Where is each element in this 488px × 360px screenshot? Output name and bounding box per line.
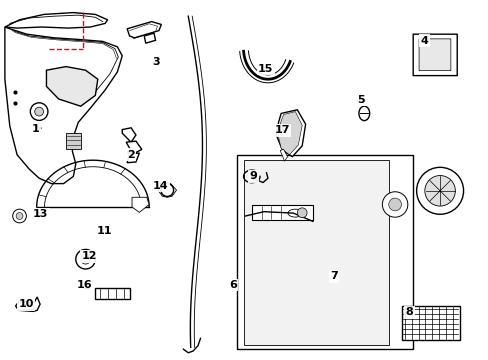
Polygon shape [237,155,412,349]
Polygon shape [144,33,155,43]
Polygon shape [95,288,129,299]
Text: 8: 8 [405,307,412,318]
Circle shape [81,254,90,264]
Text: 15: 15 [257,64,273,74]
Polygon shape [251,205,312,220]
Text: 5: 5 [356,95,364,105]
Polygon shape [401,306,459,340]
Polygon shape [127,153,139,163]
Text: 7: 7 [329,271,337,282]
Polygon shape [46,67,98,106]
Circle shape [161,184,173,197]
Polygon shape [276,110,305,157]
Ellipse shape [358,106,369,121]
Circle shape [30,103,48,120]
Circle shape [76,249,95,269]
Circle shape [13,209,26,223]
Text: 14: 14 [152,181,168,191]
Text: 13: 13 [33,209,48,219]
Text: 17: 17 [274,125,289,135]
Polygon shape [158,183,176,197]
Polygon shape [66,133,81,149]
Polygon shape [5,27,122,184]
Polygon shape [132,197,149,212]
Text: 10: 10 [18,299,34,309]
Text: 16: 16 [76,280,92,290]
Polygon shape [277,112,302,155]
Polygon shape [127,22,161,38]
Text: 9: 9 [249,171,257,181]
Polygon shape [122,128,136,142]
Text: 12: 12 [81,251,97,261]
Polygon shape [16,297,40,311]
Circle shape [424,176,454,206]
Polygon shape [5,13,107,28]
Text: 1: 1 [32,123,40,134]
Text: 3: 3 [152,57,160,67]
Text: 4: 4 [420,36,427,46]
Circle shape [35,107,43,116]
Text: 11: 11 [96,226,112,236]
Text: 6: 6 [228,280,236,290]
Polygon shape [243,160,388,345]
FancyBboxPatch shape [412,34,456,76]
Circle shape [416,167,463,214]
Circle shape [16,212,23,220]
Ellipse shape [287,209,302,217]
Polygon shape [22,304,33,309]
Polygon shape [126,141,142,154]
Circle shape [382,192,407,217]
Text: 2: 2 [127,150,135,160]
FancyBboxPatch shape [418,39,450,71]
Polygon shape [280,149,287,161]
Circle shape [297,208,306,218]
Circle shape [388,198,401,211]
